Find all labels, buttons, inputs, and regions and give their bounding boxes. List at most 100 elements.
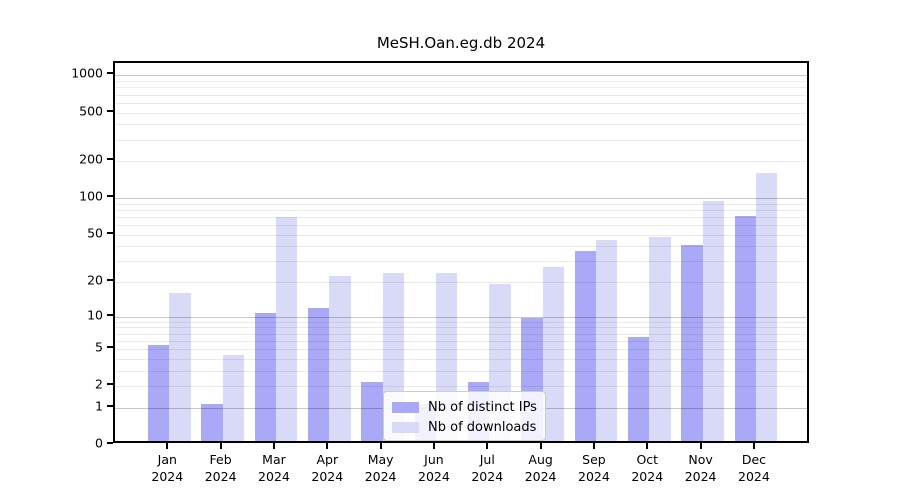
legend-label-distinct-ips: Nb of distinct IPs bbox=[428, 399, 537, 415]
x-tick-dec bbox=[752, 443, 755, 449]
gridline-700 bbox=[115, 94, 807, 96]
gridline-900 bbox=[115, 81, 807, 83]
y-tick-200 bbox=[107, 158, 113, 161]
bar-mar-ips bbox=[254, 312, 276, 441]
x-tick-nov bbox=[699, 443, 702, 449]
y-tick-20 bbox=[107, 279, 113, 282]
gridline-10 bbox=[115, 316, 807, 318]
y-tick-label-5: 5 bbox=[95, 339, 103, 355]
bar-dec-downloads bbox=[755, 172, 778, 441]
x-tick-jan bbox=[166, 443, 169, 449]
bar-may-ips bbox=[361, 382, 383, 441]
bar-jan-ips bbox=[148, 345, 170, 441]
x-tick-jun bbox=[432, 443, 435, 449]
y-tick-5 bbox=[107, 346, 113, 349]
x-tick-jul bbox=[486, 443, 489, 449]
y-tick-label-10: 10 bbox=[87, 307, 103, 323]
gridline-90 bbox=[115, 203, 807, 205]
bar-mar-downloads bbox=[275, 216, 298, 441]
y-tick-label-200: 200 bbox=[79, 151, 103, 167]
y-tick-50 bbox=[107, 231, 113, 234]
gridline-800 bbox=[115, 87, 807, 89]
gridline-100 bbox=[115, 198, 807, 200]
y-tick-500 bbox=[107, 109, 113, 112]
x-tick-label-nov: Nov 2024 bbox=[684, 452, 717, 484]
gridline-30 bbox=[115, 261, 807, 263]
y-tick-label-2: 2 bbox=[95, 376, 103, 392]
y-tick-label-50: 50 bbox=[87, 225, 103, 241]
gridline-4 bbox=[115, 358, 807, 360]
x-tick-label-mar: Mar 2024 bbox=[258, 452, 290, 484]
bar-aug-downloads bbox=[542, 266, 564, 441]
x-tick-label-apr: Apr 2024 bbox=[311, 452, 344, 484]
bar-sep-ips bbox=[574, 250, 596, 441]
y-tick-label-1: 1 bbox=[95, 398, 103, 414]
y-tick-10 bbox=[107, 313, 113, 316]
x-tick-oct bbox=[646, 443, 649, 449]
gridline-3 bbox=[115, 370, 807, 372]
gridline-6 bbox=[115, 340, 807, 342]
y-tick-2 bbox=[107, 383, 113, 386]
y-tick-label-20: 20 bbox=[87, 272, 103, 288]
bar-oct-ips bbox=[627, 336, 650, 441]
bar-apr-downloads bbox=[329, 275, 351, 441]
y-tick-label-1000: 1000 bbox=[71, 65, 103, 81]
legend-item-downloads: Nb of downloads bbox=[392, 417, 537, 437]
x-tick-label-feb: Feb 2024 bbox=[204, 452, 237, 484]
x-tick-label-jan: Jan 2024 bbox=[151, 452, 184, 484]
legend-swatch-distinct-ips bbox=[392, 401, 419, 413]
bar-nov-ips bbox=[681, 245, 703, 441]
gridline-2 bbox=[115, 386, 807, 388]
bar-apr-ips bbox=[307, 308, 330, 441]
bar-nov-downloads bbox=[702, 200, 724, 441]
gridline-200 bbox=[115, 161, 807, 163]
legend: Nb of distinct IPs Nb of downloads bbox=[383, 391, 546, 441]
bar-oct-downloads bbox=[649, 237, 671, 441]
plot-area bbox=[113, 61, 809, 443]
gridline-80 bbox=[115, 209, 807, 211]
gridline-5 bbox=[115, 349, 807, 351]
x-tick-label-dec: Dec 2024 bbox=[738, 452, 770, 484]
bar-feb-ips bbox=[201, 403, 223, 441]
x-tick-aug bbox=[539, 443, 542, 449]
legend-item-distinct-ips: Nb of distinct IPs bbox=[392, 397, 537, 417]
x-tick-label-jun: Jun 2024 bbox=[418, 452, 450, 484]
x-tick-label-oct: Oct 2024 bbox=[631, 452, 664, 484]
x-tick-feb bbox=[219, 443, 222, 449]
y-tick-0 bbox=[107, 442, 113, 444]
bar-jan-downloads bbox=[169, 292, 191, 441]
bar-feb-downloads bbox=[222, 354, 244, 441]
gridline-500 bbox=[115, 112, 807, 114]
y-tick-label-500: 500 bbox=[79, 103, 103, 118]
gridline-40 bbox=[115, 246, 807, 248]
x-tick-mar bbox=[272, 443, 275, 449]
gridline-60 bbox=[115, 225, 807, 227]
x-tick-may bbox=[379, 443, 382, 449]
legend-swatch-downloads bbox=[392, 421, 419, 433]
gridline-50 bbox=[115, 234, 807, 236]
gridline-8 bbox=[115, 327, 807, 329]
legend-label-downloads: Nb of downloads bbox=[428, 419, 537, 435]
gridline-9 bbox=[115, 321, 807, 323]
gridline-20 bbox=[115, 282, 807, 284]
x-tick-label-may: May 2024 bbox=[364, 452, 397, 484]
x-tick-label-sep: Sep 2024 bbox=[578, 452, 610, 484]
y-tick-label-100: 100 bbox=[79, 188, 103, 204]
chart-title: MeSH.Oan.eg.db 2024 bbox=[376, 34, 546, 52]
bar-dec-ips bbox=[734, 216, 756, 441]
y-tick-label-0: 0 bbox=[95, 435, 103, 451]
gridline-400 bbox=[115, 124, 807, 126]
gridline-300 bbox=[115, 139, 807, 141]
x-tick-label-jul: Jul 2024 bbox=[471, 452, 504, 484]
x-tick-apr bbox=[326, 443, 329, 449]
gridline-600 bbox=[115, 102, 807, 104]
gridline-70 bbox=[115, 217, 807, 219]
y-tick-1000 bbox=[107, 72, 113, 75]
x-tick-label-aug: Aug 2024 bbox=[524, 452, 557, 484]
bar-sep-downloads bbox=[595, 239, 618, 441]
x-tick-sep bbox=[592, 443, 595, 449]
gridline-7 bbox=[115, 333, 807, 335]
gridline-1000 bbox=[115, 75, 807, 77]
y-tick-100 bbox=[107, 195, 113, 198]
